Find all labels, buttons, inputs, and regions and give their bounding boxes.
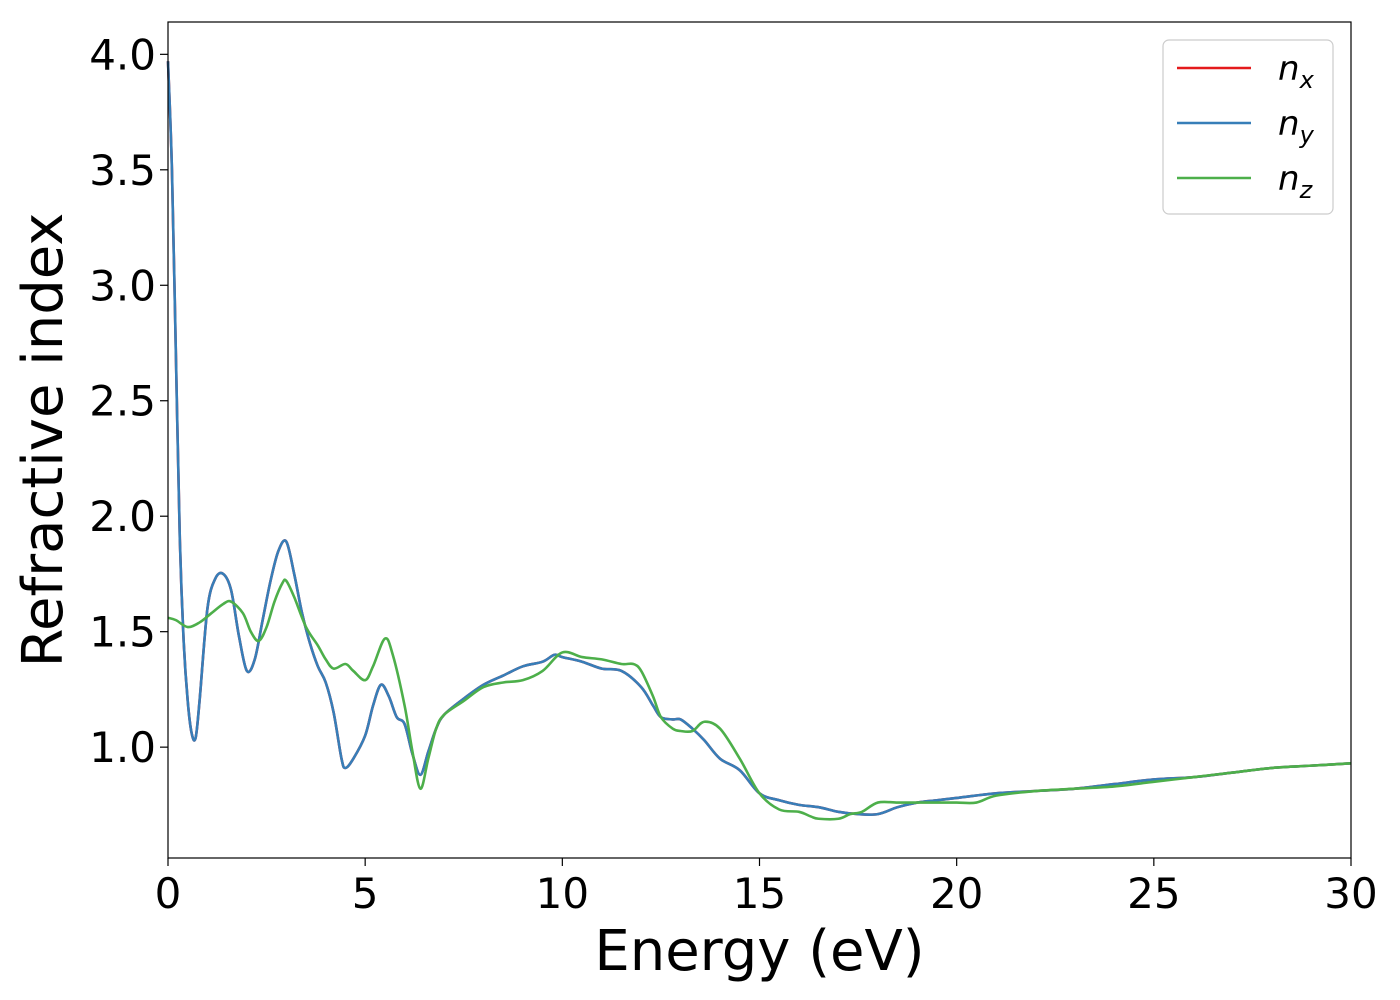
y-tick-label: 3.0 bbox=[89, 261, 156, 310]
y-axis: 1.0 1.5 2.0 2.5 3.0 3.5 4.0 bbox=[89, 30, 168, 772]
y-tick-label: 1.5 bbox=[89, 608, 156, 657]
series-line-z bbox=[167, 578, 1352, 821]
y-tick-label: 1.0 bbox=[89, 723, 156, 772]
legend-box bbox=[1162, 39, 1334, 215]
y-tick-label: 4.0 bbox=[89, 30, 156, 79]
x-tick-label: 15 bbox=[733, 869, 786, 918]
y-tick-label: 2.5 bbox=[89, 377, 156, 426]
y-axis-label: Refractive index bbox=[11, 213, 76, 668]
x-tick-label: 30 bbox=[1324, 869, 1377, 918]
x-tick-label: 10 bbox=[536, 869, 589, 918]
legend-label-y: ny bbox=[1278, 104, 1315, 149]
x-tick-label: 5 bbox=[352, 869, 379, 918]
y-tick-label: 3.5 bbox=[89, 146, 156, 195]
series-layer bbox=[166, 61, 1352, 821]
x-axis-label: Energy (eV) bbox=[594, 919, 924, 984]
legend-label-z: nz bbox=[1278, 159, 1314, 204]
x-tick-label: 25 bbox=[1127, 869, 1180, 918]
x-tick-label: 0 bbox=[155, 869, 182, 918]
y-tick-label: 2.0 bbox=[89, 492, 156, 541]
x-tick-label: 20 bbox=[930, 869, 983, 918]
legend: nx ny nz bbox=[1162, 39, 1334, 215]
legend-label-x: nx bbox=[1278, 49, 1315, 94]
x-axis: 0 5 10 15 20 25 30 bbox=[155, 858, 1378, 918]
